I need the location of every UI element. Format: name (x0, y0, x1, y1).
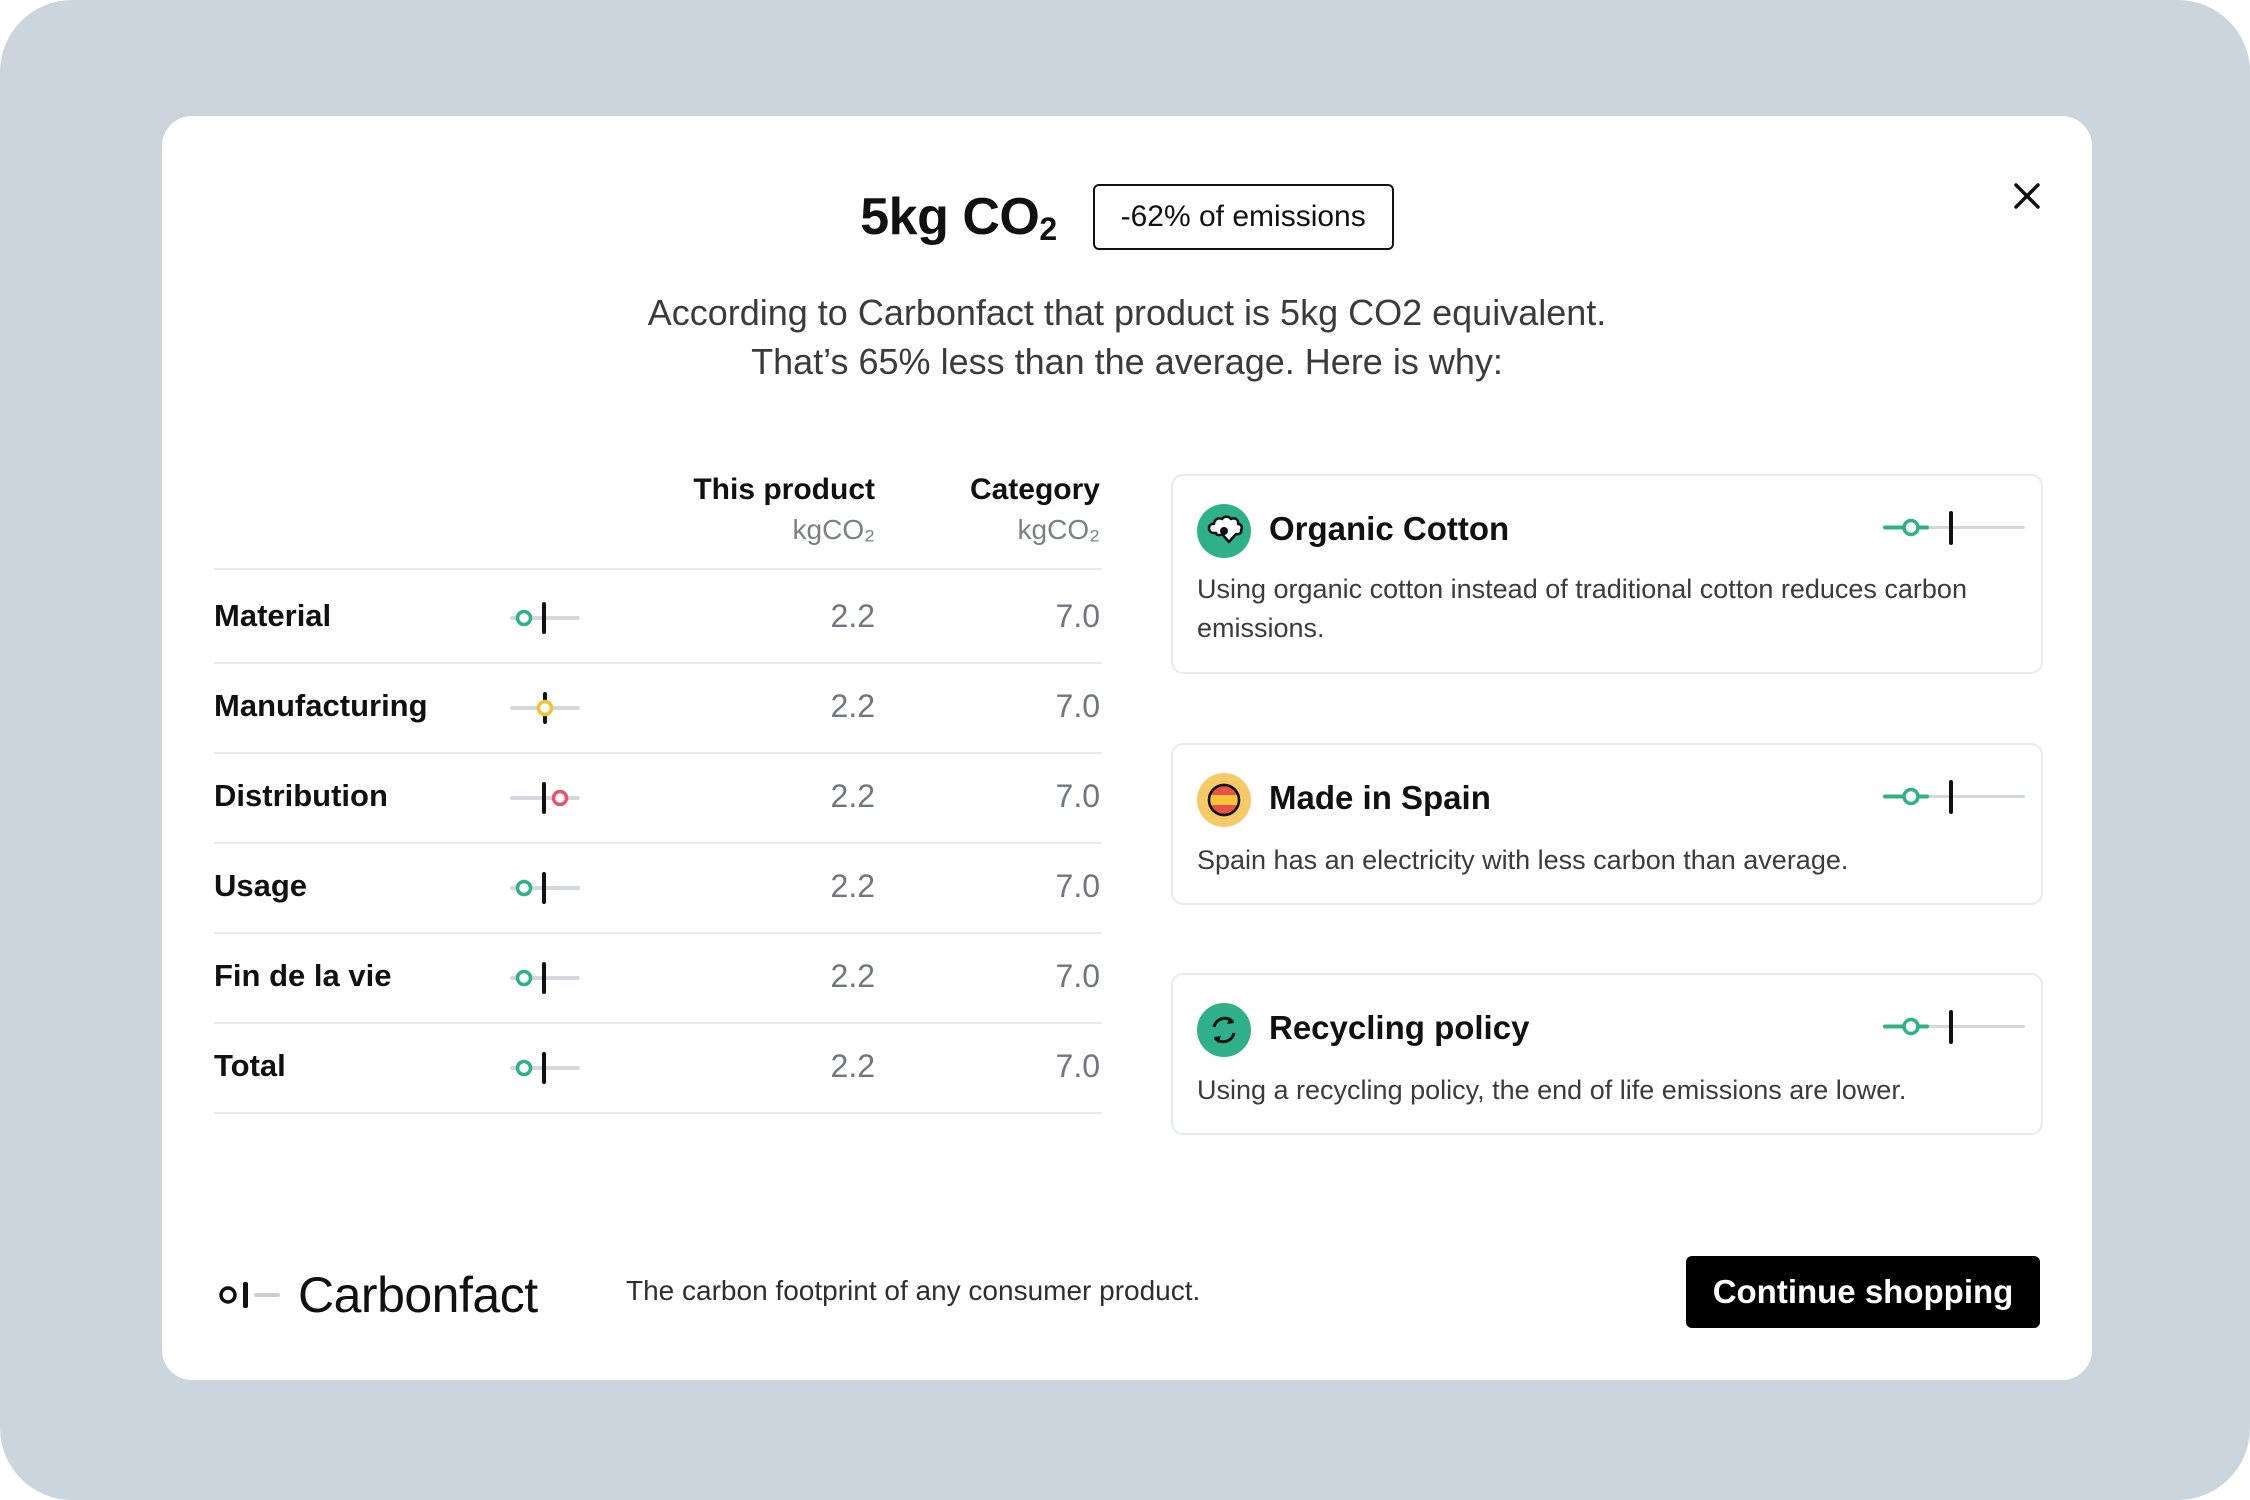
impact-indicator-icon (1883, 777, 2025, 817)
table-row: Usage 2.2 7.0 (214, 844, 1102, 934)
product-value: 2.2 (830, 958, 875, 994)
intro-line-1: According to Carbonfact that product is … (647, 292, 1607, 333)
category-value: 7.0 (1055, 1048, 1100, 1084)
intro-text: According to Carbonfact that product is … (162, 288, 2092, 386)
reason-description: Using a recycling policy, the end of lif… (1197, 1075, 1907, 1105)
reason-card: Recycling policy Using a recycling policy… (1171, 973, 2043, 1135)
row-label: Usage (214, 868, 308, 903)
reason-title: Made in Spain (1269, 779, 1491, 816)
row-label: Fin de la vie (214, 958, 392, 993)
category-value: 7.0 (1055, 868, 1100, 904)
row-label: Total (214, 1048, 286, 1083)
product-value: 2.2 (830, 868, 875, 904)
table-row: Manufacturing 2.2 7.0 (214, 664, 1102, 754)
carbonfact-brand: Carbonfact (214, 1266, 538, 1324)
reason-title: Recycling policy (1269, 1009, 1530, 1046)
table-header: This product kgCO₂ Category kgCO₂ (214, 470, 1102, 570)
category-value: 7.0 (1055, 598, 1100, 634)
impact-indicator-icon (1883, 508, 2025, 548)
row-label: Distribution (214, 778, 388, 813)
reason-title: Organic Cotton (1269, 510, 1510, 547)
reason-card: Made in Spain Spain has an electricity wi… (1171, 743, 2043, 905)
column-header-product: This product kgCO₂ (693, 473, 875, 545)
rating-indicator-icon (510, 870, 580, 906)
close-button[interactable] (1997, 166, 2057, 226)
row-label: Material (214, 598, 332, 633)
carbonfact-logo-icon (219, 1282, 280, 1308)
rating-indicator-icon (510, 780, 580, 816)
emissions-modal: 5kg CO2 -62% of emissions According to C… (162, 116, 2092, 1380)
product-value: 2.2 (830, 598, 875, 634)
reason-description: Spain has an electricity with less carbo… (1197, 845, 1849, 875)
table-row: Distribution 2.2 7.0 (214, 754, 1102, 844)
product-value: 2.2 (830, 778, 875, 814)
impact-indicator-icon (1883, 1007, 2025, 1047)
table-row: Total 2.2 7.0 (214, 1024, 1102, 1114)
recycle-icon (1197, 1003, 1251, 1057)
reason-description: Using organic cotton instead of traditio… (1197, 574, 1967, 643)
rating-indicator-icon (510, 960, 580, 996)
breakdown-table: This product kgCO₂ Category kgCO₂ Materi… (214, 470, 1102, 1114)
emissions-total: 5kg CO2 (860, 187, 1057, 247)
product-value: 2.2 (830, 1048, 875, 1084)
brand-name: Carbonfact (298, 1267, 538, 1323)
table-row: Fin de la vie 2.2 7.0 (214, 934, 1102, 1024)
rating-indicator-icon (510, 600, 580, 636)
reduction-badge: -62% of emissions (1092, 184, 1394, 250)
cotton-icon (1197, 504, 1251, 558)
rating-indicator-icon (510, 1050, 580, 1086)
close-icon (2014, 183, 2040, 209)
tagline: The carbon footprint of any consumer pro… (626, 1275, 1201, 1306)
table-row: Material 2.2 7.0 (214, 574, 1102, 664)
spain-flag-icon (1197, 773, 1251, 827)
category-value: 7.0 (1055, 778, 1100, 814)
product-value: 2.2 (830, 688, 875, 724)
rating-indicator-icon (510, 690, 580, 726)
continue-shopping-button[interactable]: Continue shopping (1686, 1256, 2040, 1328)
row-label: Manufacturing (214, 688, 428, 723)
intro-line-2: That’s 65% less than the average. Here i… (751, 341, 1503, 382)
category-value: 7.0 (1055, 688, 1100, 724)
headline: 5kg CO2 -62% of emissions (162, 184, 2092, 250)
reason-card: Organic Cotton Using organic cotton inste… (1171, 474, 2043, 674)
category-value: 7.0 (1055, 958, 1100, 994)
column-header-category: Category kgCO₂ (969, 473, 1100, 545)
